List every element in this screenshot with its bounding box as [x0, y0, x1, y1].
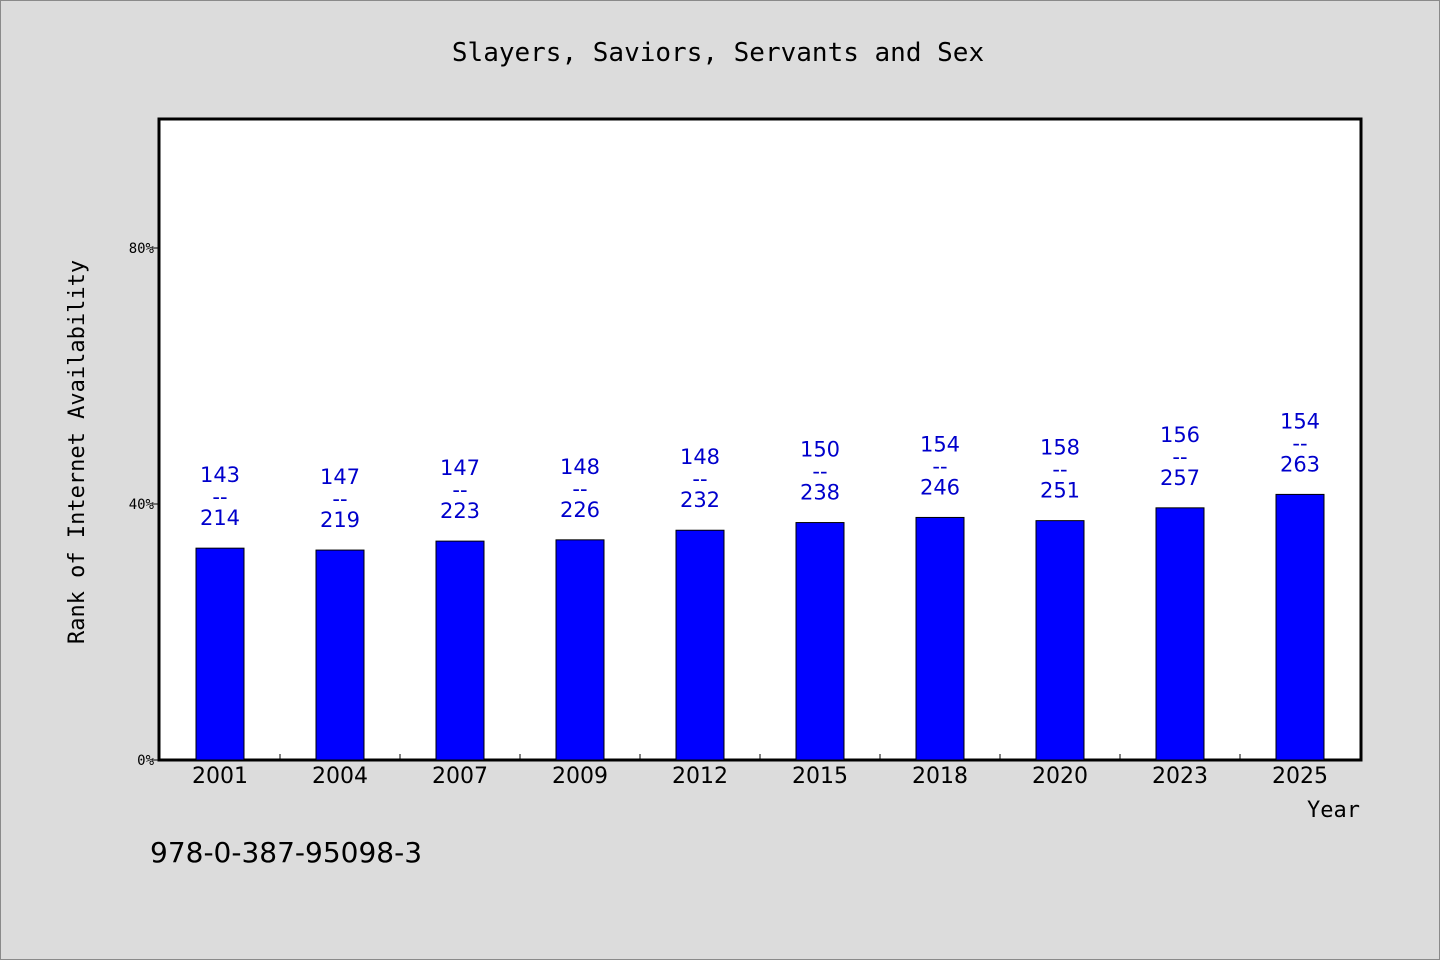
bar-2023 [1155, 507, 1205, 761]
x-tick-label: 2025 [1272, 764, 1328, 789]
isbn-label: 978-0-387-95098-3 [150, 836, 422, 869]
bar-label-top: 148 [560, 455, 600, 479]
bar-label-bottom: 226 [560, 498, 600, 522]
x-tick-label: 2015 [792, 764, 848, 789]
bar-label-top: 148 [680, 445, 720, 469]
bar-value-label: 154--263 [1280, 409, 1320, 476]
bars [195, 493, 1325, 761]
bar-value-label: 148--232 [680, 445, 720, 512]
bar-2009 [555, 539, 605, 761]
y-tick-label: 0% [137, 753, 154, 769]
bar-label-separator: -- [1292, 431, 1307, 455]
y-tick-label: 80% [129, 241, 155, 257]
x-axis-labels: 2001 2004 2007 2009 2012 2015 2018 2020 2023 2025 [192, 764, 1328, 789]
bar-label-bottom: 219 [320, 508, 360, 532]
bar-label-top: 143 [200, 463, 240, 487]
x-tick-label: 2009 [552, 764, 608, 789]
bar-value-label: 156--257 [1160, 423, 1200, 490]
bar-label-top: 150 [800, 438, 840, 462]
bar-label-separator: -- [932, 454, 947, 478]
bar-label-separator: -- [572, 477, 587, 501]
bar-value-label: 147--219 [320, 465, 360, 532]
bar-2020 [1035, 520, 1085, 761]
bar-label-bottom: 246 [920, 475, 960, 499]
bar-value-label: 143--214 [200, 463, 240, 530]
bar-label-separator: -- [1172, 445, 1187, 469]
bar-2004 [315, 549, 365, 761]
bar-label-top: 154 [920, 432, 960, 456]
bar-label-separator: -- [332, 487, 347, 511]
bar-value-label: 158--251 [1040, 436, 1080, 503]
bar-value-label: 154--246 [920, 432, 960, 499]
bar-2012 [675, 529, 725, 761]
bar-label-separator: -- [812, 460, 827, 484]
bar-label-top: 158 [1040, 436, 1080, 460]
bar-value-label: 150--238 [800, 438, 840, 505]
bar-label-separator: -- [1052, 458, 1067, 482]
bar-label-top: 147 [320, 465, 360, 489]
bar-label-bottom: 223 [440, 499, 480, 523]
bar-label-bottom: 232 [680, 488, 720, 512]
bar-label-separator: -- [452, 478, 467, 502]
bar-label-bottom: 251 [1040, 479, 1080, 503]
bar-label-bottom: 238 [800, 481, 840, 505]
chart-title: Slayers, Saviors, Servants and Sex [452, 38, 984, 68]
bar-label-top: 156 [1160, 423, 1200, 447]
y-axis-title: Rank of Internet Availability [65, 260, 90, 644]
y-axis: 0% 40% 80% [129, 241, 160, 769]
x-tick-label: 2004 [312, 764, 368, 789]
x-tick-label: 2018 [912, 764, 968, 789]
x-tick-label: 2001 [192, 764, 248, 789]
bar-label-separator: -- [212, 485, 227, 509]
bar-label-bottom: 257 [1160, 466, 1200, 490]
x-axis-title: Year [1307, 798, 1360, 823]
bar-2007 [435, 540, 485, 761]
bar-2001 [195, 547, 245, 761]
x-tick-label: 2007 [432, 764, 488, 789]
bar-label-bottom: 263 [1280, 452, 1320, 476]
bar-2015 [795, 522, 845, 761]
x-tick-label: 2023 [1152, 764, 1208, 789]
x-tick-label: 2012 [672, 764, 728, 789]
x-tick-label: 2020 [1032, 764, 1088, 789]
x-axis-ticks [279, 754, 1241, 760]
y-tick-label: 40% [129, 497, 155, 513]
bar-label-top: 147 [440, 456, 480, 480]
bar-value-label: 147--223 [440, 456, 480, 523]
bar-label-separator: -- [692, 467, 707, 491]
bar-value-label: 148--226 [560, 455, 600, 522]
bar-2018 [915, 516, 965, 761]
bar-2025 [1275, 493, 1325, 761]
bar-label-top: 154 [1280, 409, 1320, 433]
bar-label-bottom: 214 [200, 506, 240, 530]
bar-labels: 143--214147--219147--223148--226148--232… [200, 409, 1320, 532]
